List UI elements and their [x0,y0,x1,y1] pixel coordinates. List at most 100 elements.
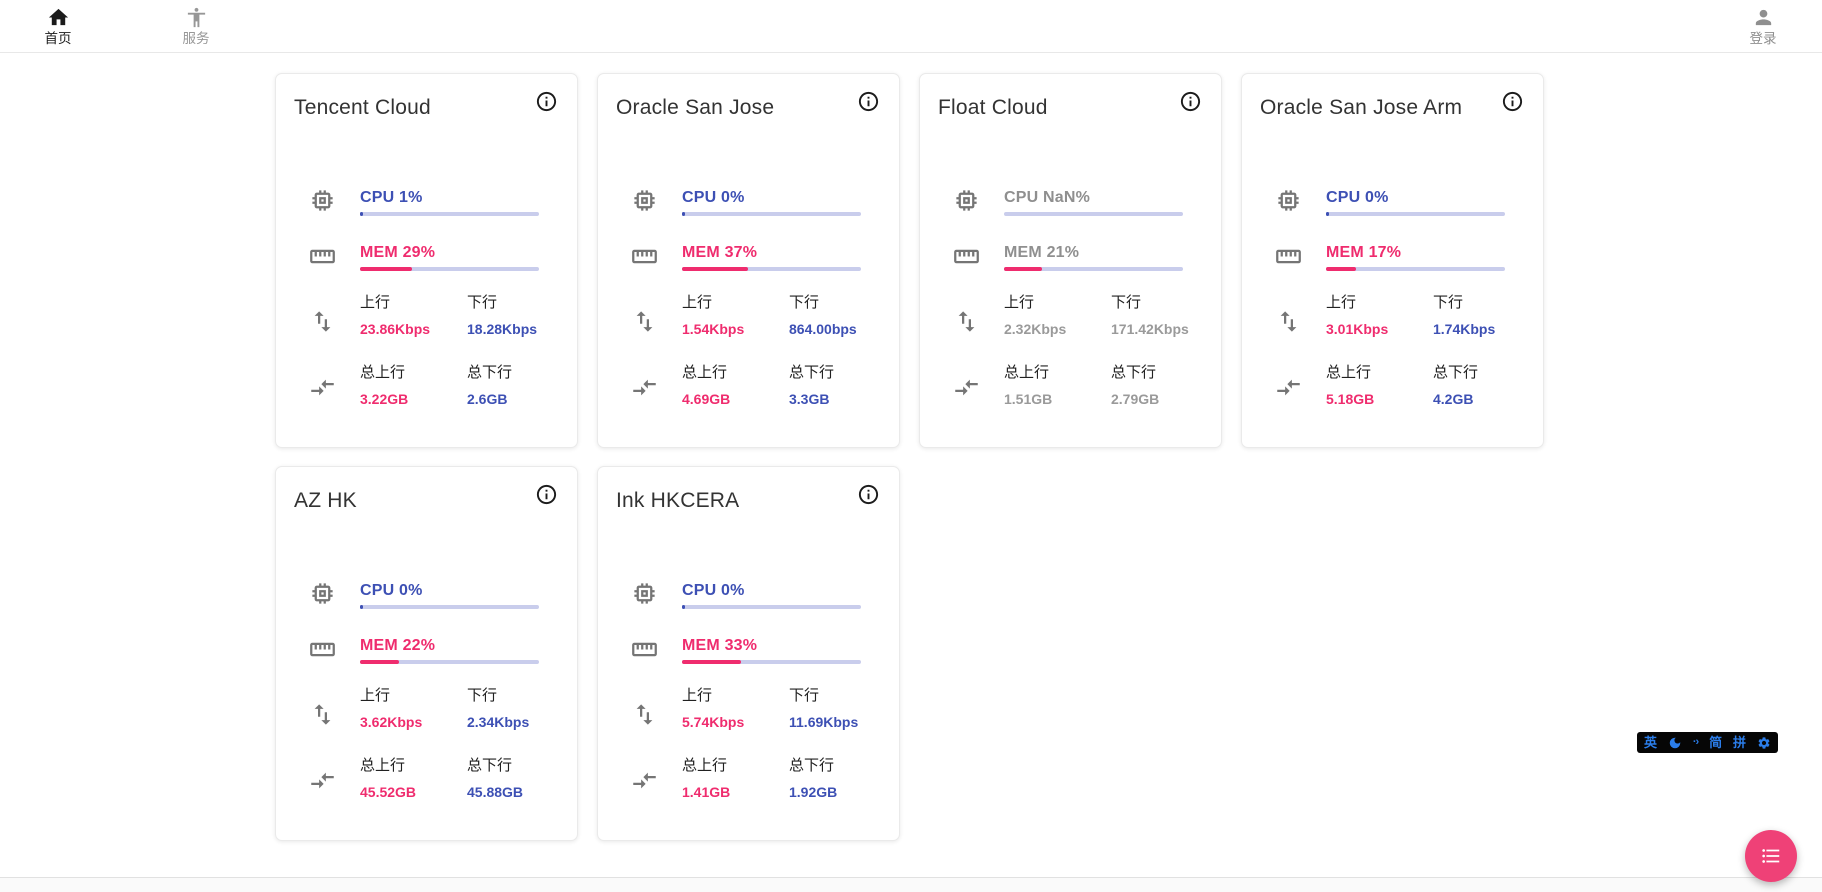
nav-home-label: 首页 [44,31,72,46]
home-icon [47,6,70,29]
info-icon[interactable] [1179,90,1202,113]
mem-progress-bar [1004,267,1183,271]
cpu-progress-fill [1326,212,1329,216]
mem-usage-label: MEM 37% [682,244,758,261]
total-upload-value: 5.18GB [1326,391,1375,407]
total-upload-value: 4.69GB [682,391,731,407]
accessibility-icon [185,6,208,29]
cpu-progress-fill [360,212,363,216]
server-card: Tencent Cloud CPU 1% MEM 29% 上行 23 [275,73,578,448]
mem-progress-fill [360,660,400,664]
download-label: 下行 [789,294,820,311]
total-download-value: 2.79GB [1111,391,1160,407]
memory-ruler-icon [309,636,336,663]
download-value: 2.34Kbps [467,714,530,730]
ime-settings-icon[interactable] [1757,736,1771,750]
compare-arrows-icon [953,374,980,401]
mem-progress-fill [682,267,749,271]
upload-value: 3.62Kbps [360,714,423,730]
info-icon[interactable] [1501,90,1524,113]
cpu-chip-icon [953,187,980,214]
server-card: Ink HKCERA CPU 0% MEM 33% 上行 5.74K [597,466,900,841]
nav-item-services[interactable]: 服务 [161,6,231,47]
info-icon[interactable] [857,483,880,506]
cpu-chip-icon [631,187,658,214]
ime-punctuation-icon[interactable]: ·› [1692,736,1699,748]
mem-progress-fill [360,267,412,271]
total-download-value: 1.92GB [789,784,838,800]
compare-arrows-icon [631,374,658,401]
download-label: 下行 [1111,294,1142,311]
upload-label: 上行 [682,294,713,311]
total-upload-value: 45.52GB [360,784,417,800]
cpu-progress-bar [360,605,539,609]
cpu-progress-bar [1326,212,1505,216]
download-label: 下行 [789,687,820,704]
nav-item-login[interactable]: 登录 [1728,6,1798,47]
cpu-progress-fill [360,605,363,609]
ime-toolbar: 英 ·› 简 拼 [1637,732,1778,753]
info-icon[interactable] [857,90,880,113]
swap-vertical-icon [1275,308,1302,335]
total-upload-label: 总上行 [360,757,406,774]
nav-item-home[interactable]: 首页 [23,6,93,47]
cpu-progress-fill [682,212,685,216]
upload-label: 上行 [360,687,391,704]
server-name: Oracle San Jose [616,96,775,119]
info-icon[interactable] [535,483,558,506]
server-name: AZ HK [294,489,357,512]
compare-arrows-icon [309,767,336,794]
total-upload-label: 总上行 [360,364,406,381]
nav-services-label: 服务 [182,31,210,46]
upload-label: 上行 [360,294,391,311]
compare-arrows-icon [1275,374,1302,401]
memory-ruler-icon [631,243,658,270]
cards-grid: Tencent Cloud CPU 1% MEM 29% 上行 23 [275,73,1544,841]
upload-label: 上行 [682,687,713,704]
total-download-value: 2.6GB [467,391,508,407]
total-download-value: 4.2GB [1433,391,1474,407]
mem-usage-label: MEM 21% [1004,244,1080,261]
mem-progress-bar [682,660,861,664]
mem-progress-bar [682,267,861,271]
cpu-usage-label: CPU 0% [360,582,423,599]
mem-usage-label: MEM 33% [682,637,758,654]
swap-vertical-icon [309,308,336,335]
memory-ruler-icon [953,243,980,270]
ime-simplified-button[interactable]: 简 [1709,735,1723,750]
download-value: 864.00bps [789,321,857,337]
server-card: Oracle San Jose CPU 0% MEM 37% 上行 [597,73,900,448]
mem-progress-fill [1004,267,1042,271]
swap-vertical-icon [309,701,336,728]
swap-vertical-icon [631,701,658,728]
server-name: Tencent Cloud [294,96,431,119]
footer-divider [0,877,1822,892]
mem-usage-label: MEM 29% [360,244,436,261]
memory-ruler-icon [1275,243,1302,270]
upload-label: 上行 [1004,294,1035,311]
download-label: 下行 [467,687,498,704]
upload-label: 上行 [1326,294,1357,311]
swap-vertical-icon [631,308,658,335]
cpu-chip-icon [309,187,336,214]
total-download-label: 总下行 [467,757,513,774]
ime-moon-icon[interactable] [1668,736,1682,750]
info-icon[interactable] [535,90,558,113]
mem-usage-label: MEM 17% [1326,244,1402,261]
server-name: Oracle San Jose Arm [1260,96,1463,119]
download-label: 下行 [467,294,498,311]
mem-progress-bar [360,267,539,271]
server-card: Float Cloud CPU NaN% MEM 21% 上行 2. [919,73,1222,448]
total-upload-label: 总上行 [1326,364,1372,381]
ime-pinyin-button[interactable]: 拼 [1733,735,1747,750]
total-upload-value: 1.51GB [1004,391,1053,407]
download-value: 11.69Kbps [789,714,859,730]
person-icon [1752,6,1775,29]
total-download-value: 3.3GB [789,391,830,407]
mem-progress-fill [1326,267,1357,271]
mem-progress-fill [682,660,742,664]
ime-english-button[interactable]: 英 [1644,735,1658,750]
fab-server-list-button[interactable] [1745,830,1797,882]
download-value: 1.74Kbps [1433,321,1496,337]
total-download-label: 总下行 [1111,364,1157,381]
